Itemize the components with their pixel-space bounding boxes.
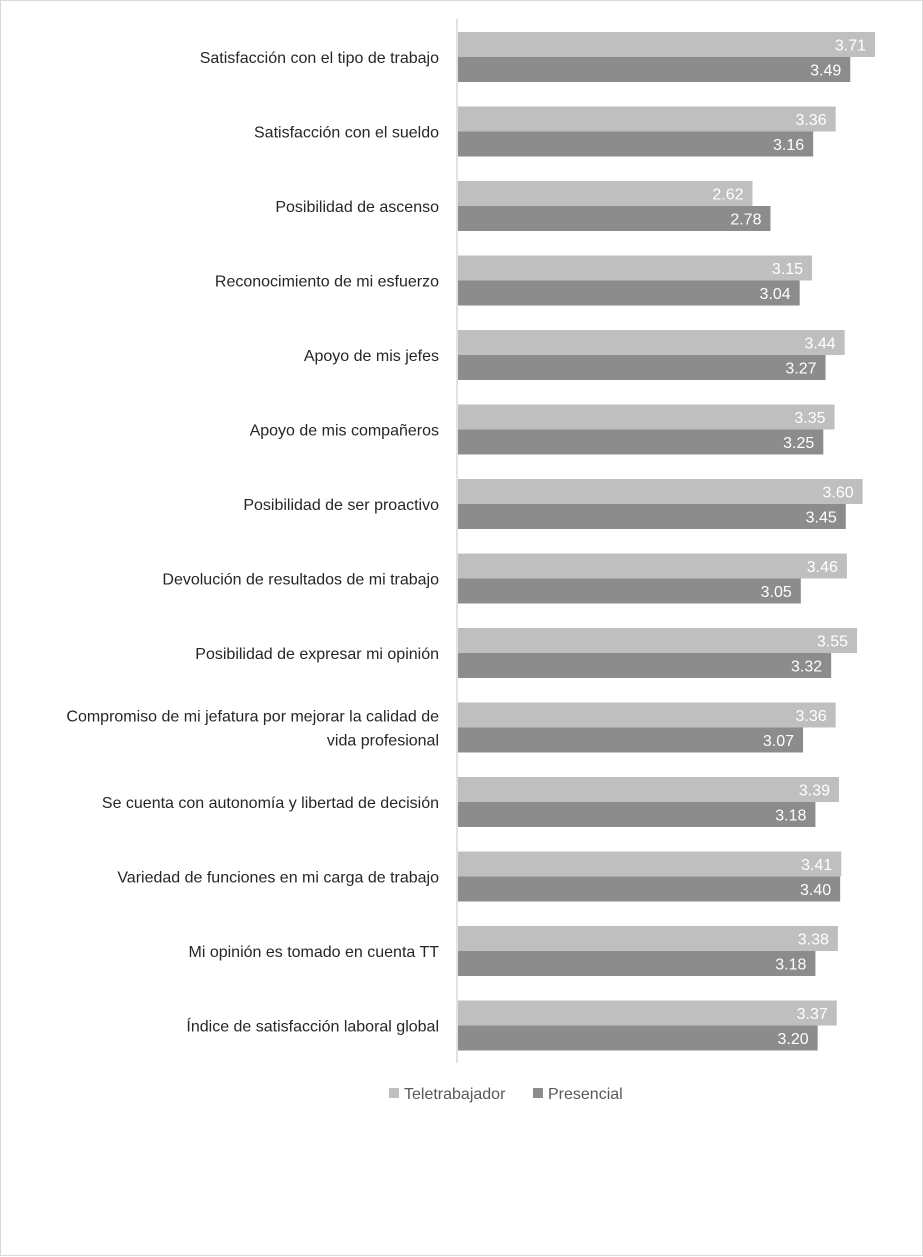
value-label-presencial-9: 3.07 bbox=[763, 733, 794, 750]
bar-presencial-4 bbox=[458, 355, 826, 380]
value-label-presencial-13: 3.20 bbox=[778, 1031, 809, 1048]
bar-teletrabajador-0 bbox=[458, 32, 875, 57]
category-label-2: Posibilidad de ascenso bbox=[275, 199, 439, 216]
value-label-teletrabajador-6: 3.60 bbox=[822, 485, 853, 502]
bar-teletrabajador-11 bbox=[458, 851, 842, 877]
bar-presencial-2 bbox=[458, 206, 771, 231]
bar-presencial-3 bbox=[458, 280, 800, 306]
bar-teletrabajador-12 bbox=[458, 926, 838, 951]
bar-presencial-5 bbox=[458, 429, 824, 455]
value-label-teletrabajador-8: 3.55 bbox=[817, 634, 848, 651]
value-label-teletrabajador-13: 3.37 bbox=[797, 1006, 828, 1023]
value-label-teletrabajador-2: 2.62 bbox=[712, 187, 743, 204]
bar-teletrabajador-1 bbox=[458, 106, 836, 132]
value-label-presencial-0: 3.49 bbox=[810, 63, 841, 80]
bar-teletrabajador-6 bbox=[458, 479, 863, 504]
bar-presencial-11 bbox=[458, 876, 841, 902]
bar-presencial-13 bbox=[458, 1025, 818, 1051]
category-label-7: Devolución de resultados de mi trabajo bbox=[162, 572, 439, 589]
legend-label-teletrabajador: Teletrabajador bbox=[404, 1086, 506, 1103]
value-label-presencial-5: 3.25 bbox=[783, 435, 814, 452]
bar-presencial-6 bbox=[458, 504, 846, 529]
bar-teletrabajador-10 bbox=[458, 777, 840, 802]
value-label-teletrabajador-12: 3.38 bbox=[798, 932, 829, 949]
value-label-presencial-11: 3.40 bbox=[800, 882, 831, 899]
bar-teletrabajador-9 bbox=[458, 702, 836, 728]
value-label-teletrabajador-9: 3.36 bbox=[796, 708, 827, 725]
bar-teletrabajador-5 bbox=[458, 404, 835, 430]
bar-presencial-12 bbox=[458, 951, 816, 976]
category-label-12: Mi opinión es tomado en cuenta TT bbox=[188, 944, 439, 961]
category-label-10: Se cuenta con autonomía y libertad de de… bbox=[102, 795, 439, 812]
bar-presencial-7 bbox=[458, 578, 801, 604]
bar-teletrabajador-2 bbox=[458, 181, 753, 206]
legend-label-presencial: Presencial bbox=[548, 1086, 623, 1103]
category-label-5: Apoyo de mis compañeros bbox=[250, 423, 439, 440]
category-label-4: Apoyo de mis jefes bbox=[304, 348, 439, 365]
legend-swatch-presencial bbox=[533, 1088, 543, 1098]
value-label-teletrabajador-7: 3.46 bbox=[807, 559, 838, 576]
value-label-teletrabajador-1: 3.36 bbox=[796, 112, 827, 129]
legend-swatch-teletrabajador bbox=[389, 1088, 399, 1098]
category-label-0: Satisfacción con el tipo de trabajo bbox=[200, 50, 439, 67]
value-labels: 3.71 3.49 3.36 3.16 2.62 2.78 3.15 3.04 3.44 3.27… bbox=[712, 38, 866, 1049]
value-label-presencial-3: 3.04 bbox=[760, 286, 791, 303]
bar-teletrabajador-13 bbox=[458, 1000, 837, 1026]
bar-presencial-9 bbox=[458, 727, 804, 753]
value-label-teletrabajador-3: 3.15 bbox=[772, 261, 803, 278]
category-label-9-line-1: vida profesional bbox=[327, 733, 439, 750]
value-label-presencial-8: 3.32 bbox=[791, 659, 822, 676]
legend: Teletrabajador Presencial bbox=[389, 1086, 623, 1103]
value-label-presencial-4: 3.27 bbox=[785, 361, 816, 378]
value-label-presencial-12: 3.18 bbox=[775, 957, 806, 974]
value-label-teletrabajador-11: 3.41 bbox=[801, 857, 832, 874]
bars-group bbox=[458, 32, 875, 1051]
value-label-presencial-10: 3.18 bbox=[775, 808, 806, 825]
bar-presencial-0 bbox=[458, 57, 851, 82]
category-label-11: Variedad de funciones en mi carga de tra… bbox=[117, 870, 439, 887]
category-label-8: Posibilidad de expresar mi opinión bbox=[195, 646, 439, 663]
value-label-presencial-1: 3.16 bbox=[773, 137, 804, 154]
bar-presencial-1 bbox=[458, 131, 814, 157]
category-label-3: Reconocimiento de mi esfuerzo bbox=[215, 274, 439, 291]
value-label-teletrabajador-4: 3.44 bbox=[805, 336, 836, 353]
category-label-9-line-0: Compromiso de mi jefatura por mejorar la… bbox=[66, 709, 439, 726]
bar-teletrabajador-3 bbox=[458, 255, 813, 281]
value-label-presencial-2: 2.78 bbox=[730, 212, 761, 229]
value-label-presencial-7: 3.05 bbox=[761, 584, 792, 601]
bar-teletrabajador-8 bbox=[458, 628, 858, 653]
value-label-presencial-6: 3.45 bbox=[806, 510, 837, 527]
value-label-teletrabajador-0: 3.71 bbox=[835, 38, 866, 55]
category-label-1: Satisfacción con el sueldo bbox=[254, 125, 439, 142]
value-label-teletrabajador-10: 3.39 bbox=[799, 783, 830, 800]
category-label-6: Posibilidad de ser proactivo bbox=[243, 497, 439, 514]
bar-presencial-10 bbox=[458, 802, 816, 827]
bar-presencial-8 bbox=[458, 653, 832, 678]
bar-teletrabajador-7 bbox=[458, 553, 847, 579]
value-label-teletrabajador-5: 3.35 bbox=[794, 410, 825, 427]
category-label-13: Índice de satisfacción laboral global bbox=[186, 1017, 439, 1036]
category-labels: Satisfacción con el tipo de trabajo Satis… bbox=[66, 50, 439, 1036]
bar-teletrabajador-4 bbox=[458, 330, 845, 355]
